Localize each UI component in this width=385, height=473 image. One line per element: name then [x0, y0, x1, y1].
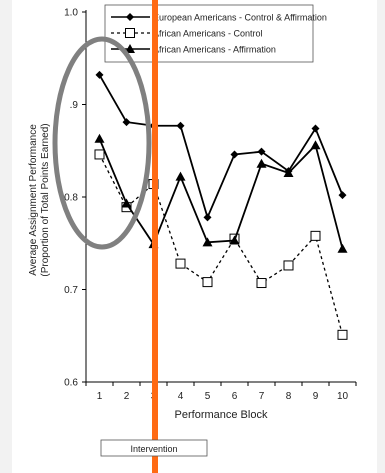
- data-point-square: [310, 230, 321, 241]
- data-point-triangle: [310, 140, 321, 150]
- data-point-square: [202, 277, 213, 288]
- y-axis-title: Average Assignment Performance (Proporti…: [28, 123, 51, 276]
- data-point-square: [125, 28, 135, 38]
- series-group: [95, 70, 347, 222]
- data-point-triangle: [125, 44, 135, 53]
- series-layer: [94, 70, 348, 340]
- y-axis-title-line-2: (Proportion of Total Points Earned): [40, 123, 51, 276]
- data-point-triangle: [283, 167, 294, 177]
- data-point-triangle: [337, 243, 348, 253]
- series-group: [94, 149, 348, 340]
- line-chart: Average Assignment Performance (Proporti…: [28, 0, 357, 473]
- data-point-square: [337, 329, 348, 340]
- y-axis-title-line-1: Average Assignment Performance: [28, 124, 39, 276]
- data-point-triangle: [121, 198, 132, 208]
- data-point-triangle: [94, 133, 105, 143]
- highlight-ellipse: [52, 36, 152, 250]
- y-axis-ticks: 0.6 0.7 0.8 .9 1.0: [64, 8, 86, 389]
- legend-box: [104, 4, 314, 63]
- data-point-diamond: [311, 124, 320, 133]
- series-line: [98, 138, 344, 250]
- x-axis-ticks: 12345678910: [85, 382, 357, 402]
- data-point-triangle: [202, 237, 213, 247]
- legend-label: African Americans - Control: [153, 29, 263, 39]
- x-tick-label: 6: [232, 391, 238, 402]
- legend: European Americans - Control & Affirmati…: [104, 4, 327, 63]
- data-point-square: [94, 149, 105, 160]
- y-tick-label: 0.8: [64, 193, 78, 204]
- data-point-square: [175, 258, 186, 269]
- x-tick-label: 5: [205, 391, 211, 402]
- x-tick-label: 4: [178, 391, 184, 402]
- data-point-diamond: [230, 150, 239, 159]
- x-tick-label: 2: [124, 391, 130, 402]
- data-point-diamond: [122, 118, 131, 127]
- data-point-diamond: [257, 147, 266, 156]
- intervention-label: Intervention: [130, 444, 177, 454]
- data-point-diamond: [203, 213, 212, 222]
- y-tick-label: 0.6: [64, 378, 78, 389]
- y-tick-label: .9: [70, 100, 79, 111]
- x-tick-label: 10: [337, 391, 349, 402]
- series-group: [94, 133, 348, 253]
- data-point-triangle: [175, 171, 186, 181]
- series-line: [98, 74, 344, 220]
- legend-items: European Americans - Control & Affirmati…: [111, 13, 327, 55]
- data-point-diamond: [95, 70, 104, 79]
- intervention-box: [100, 439, 208, 457]
- chart-panel: Average Assignment Performance (Proporti…: [12, 0, 377, 473]
- y-tick-label: 0.7: [64, 285, 78, 296]
- data-point-square: [256, 278, 267, 289]
- data-point-square: [283, 260, 294, 271]
- legend-label: African Americans - Affirmation: [153, 45, 276, 55]
- data-point-diamond: [338, 191, 347, 200]
- y-tick-label: 1.0: [64, 8, 78, 19]
- legend-label: European Americans - Control & Affirmati…: [153, 13, 327, 23]
- x-axis-title: Performance Block: [175, 409, 268, 421]
- data-point-triangle: [256, 158, 267, 168]
- data-point-triangle: [229, 235, 240, 245]
- data-point-diamond: [126, 13, 134, 21]
- series-line: [98, 154, 344, 335]
- x-tick-label: 8: [286, 391, 292, 402]
- data-point-diamond: [176, 121, 185, 130]
- x-tick-label: 7: [259, 391, 265, 402]
- intervention-callout: Intervention: [100, 439, 208, 457]
- x-tick-label: 9: [313, 391, 319, 402]
- x-tick-label: 1: [97, 391, 103, 402]
